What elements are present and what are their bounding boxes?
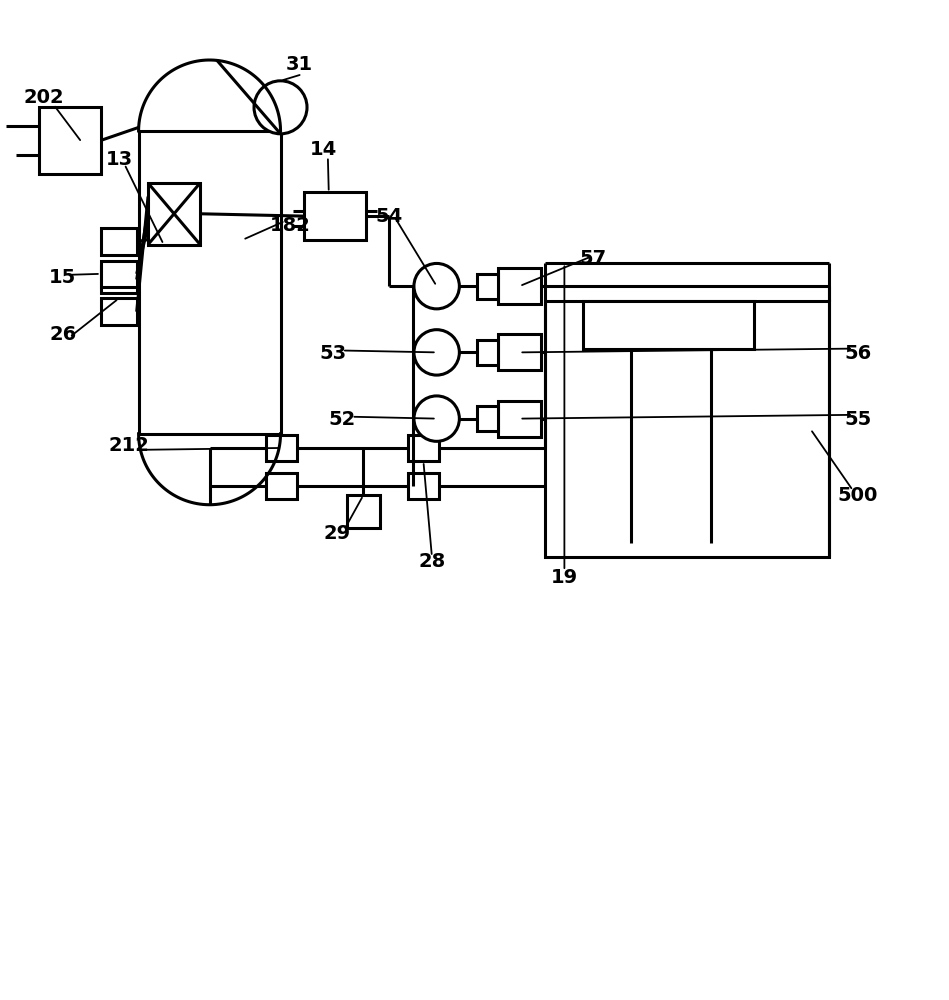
Text: 29: 29	[324, 524, 351, 543]
Text: 54: 54	[376, 207, 403, 226]
Text: 202: 202	[24, 88, 65, 107]
Bar	[267, 473, 297, 499]
Text: 53: 53	[319, 344, 346, 363]
Text: 500: 500	[838, 486, 878, 505]
Bar	[477, 406, 498, 431]
Text: 28: 28	[419, 552, 445, 571]
Bar	[498, 401, 541, 437]
Bar	[305, 192, 365, 240]
Text: 55: 55	[844, 410, 871, 429]
Text: 56: 56	[844, 344, 871, 363]
Text: 52: 52	[328, 410, 356, 429]
Bar	[267, 435, 297, 461]
Text: 182: 182	[270, 216, 310, 235]
Text: 31: 31	[286, 55, 313, 74]
Circle shape	[414, 330, 459, 375]
Text: 57: 57	[579, 249, 606, 268]
Bar	[101, 261, 137, 287]
Bar	[498, 268, 541, 304]
Text: 212: 212	[109, 436, 150, 455]
Text: 26: 26	[49, 325, 77, 344]
Text: 19: 19	[550, 568, 578, 587]
Bar	[139, 131, 281, 434]
Bar	[584, 301, 754, 349]
Bar	[39, 107, 101, 174]
Circle shape	[254, 81, 307, 134]
Text: 14: 14	[309, 140, 337, 159]
Bar	[101, 266, 137, 293]
Bar	[477, 340, 498, 365]
Bar	[477, 274, 498, 299]
Bar	[101, 298, 137, 325]
Text: 15: 15	[49, 268, 77, 287]
Circle shape	[414, 396, 459, 441]
Bar	[546, 301, 829, 557]
Bar	[408, 473, 438, 499]
Bar	[346, 495, 380, 528]
Bar	[498, 334, 541, 370]
Text: 13: 13	[106, 150, 133, 169]
Circle shape	[414, 263, 459, 309]
Bar	[101, 228, 137, 255]
Bar	[408, 435, 438, 461]
Bar	[148, 183, 200, 245]
